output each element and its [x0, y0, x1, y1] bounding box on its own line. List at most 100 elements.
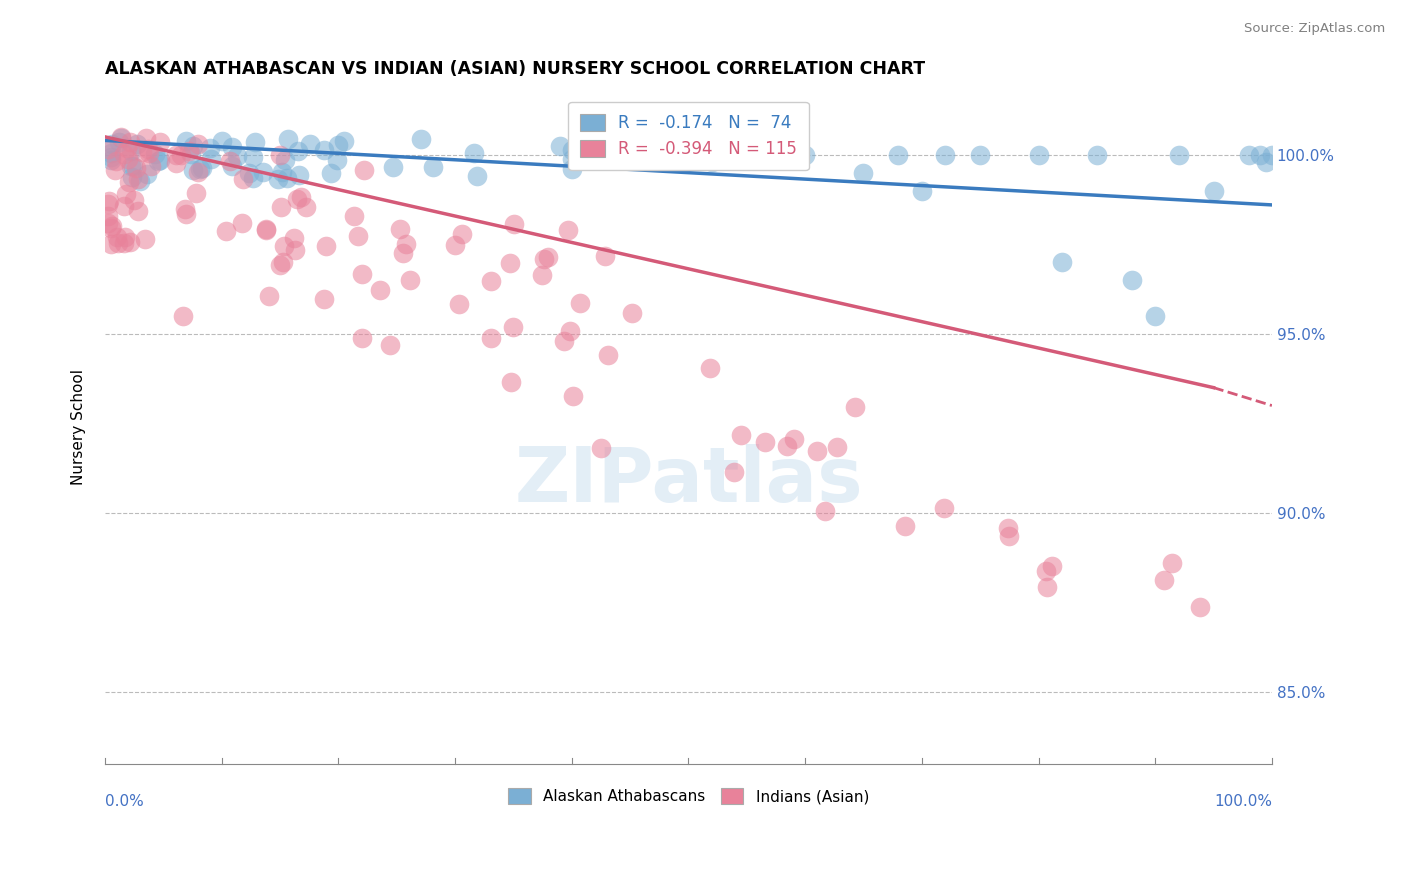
- Point: [108, 135, 131, 149]
- Point: [225, 149, 247, 163]
- Point: [267, 172, 290, 186]
- Point: [481, 330, 503, 344]
- Point: [825, 440, 848, 454]
- Point: [754, 434, 776, 449]
- Point: [105, 230, 128, 244]
- Point: [443, 238, 465, 252]
- Point: [380, 338, 402, 352]
- Point: [148, 153, 170, 168]
- Point: [392, 245, 415, 260]
- Point: [177, 144, 200, 158]
- Point: [121, 169, 143, 184]
- Point: [1167, 147, 1189, 161]
- Point: [148, 135, 170, 149]
- Point: [783, 432, 806, 446]
- Y-axis label: Nursery School: Nursery School: [72, 369, 86, 485]
- Point: [181, 139, 204, 153]
- Point: [112, 147, 135, 161]
- Point: [271, 165, 294, 179]
- Text: ALASKAN ATHABASCAN VS INDIAN (ASIAN) NURSERY SCHOOL CORRELATION CHART: ALASKAN ATHABASCAN VS INDIAN (ASIAN) NUR…: [105, 60, 925, 78]
- Point: [294, 200, 316, 214]
- Point: [997, 521, 1019, 535]
- Point: [219, 153, 242, 168]
- Point: [934, 147, 956, 161]
- Point: [104, 162, 127, 177]
- Point: [537, 250, 560, 264]
- Point: [450, 227, 472, 242]
- Point: [553, 334, 575, 348]
- Point: [315, 239, 337, 253]
- Point: [131, 145, 153, 160]
- Point: [326, 153, 349, 168]
- Point: [238, 166, 260, 180]
- Point: [274, 153, 297, 167]
- Point: [463, 146, 485, 161]
- Point: [127, 172, 149, 186]
- Point: [188, 161, 211, 176]
- Point: [312, 293, 335, 307]
- Point: [1237, 147, 1260, 161]
- Point: [112, 199, 135, 213]
- Point: [165, 147, 187, 161]
- Point: [368, 283, 391, 297]
- Point: [290, 189, 312, 203]
- Point: [844, 400, 866, 414]
- Point: [447, 297, 470, 311]
- Point: [1249, 147, 1271, 161]
- Point: [149, 153, 172, 168]
- Point: [97, 209, 120, 223]
- Point: [887, 147, 910, 161]
- Point: [124, 193, 146, 207]
- Point: [382, 160, 405, 174]
- Point: [561, 143, 583, 157]
- Point: [1161, 556, 1184, 570]
- Point: [187, 165, 209, 179]
- Point: [557, 223, 579, 237]
- Point: [271, 255, 294, 269]
- Point: [1144, 309, 1167, 323]
- Point: [270, 200, 292, 214]
- Point: [114, 230, 136, 244]
- Point: [699, 361, 721, 376]
- Point: [120, 235, 142, 249]
- Point: [252, 164, 274, 178]
- Point: [100, 153, 122, 168]
- Point: [1035, 580, 1057, 594]
- Point: [117, 175, 139, 189]
- Point: [1202, 184, 1225, 198]
- Point: [723, 466, 745, 480]
- Point: [465, 169, 488, 184]
- Point: [180, 147, 202, 161]
- Point: [561, 389, 583, 403]
- Point: [172, 310, 194, 324]
- Point: [134, 232, 156, 246]
- Point: [143, 147, 166, 161]
- Point: [139, 159, 162, 173]
- Point: [120, 159, 142, 173]
- Point: [422, 160, 444, 174]
- Point: [135, 131, 157, 145]
- Text: 100.0%: 100.0%: [1213, 794, 1272, 809]
- Point: [561, 152, 583, 166]
- Point: [183, 162, 205, 177]
- Point: [127, 203, 149, 218]
- Point: [499, 256, 522, 270]
- Point: [1040, 559, 1063, 574]
- Point: [806, 444, 828, 458]
- Point: [932, 501, 955, 516]
- Point: [243, 135, 266, 149]
- Point: [254, 223, 277, 237]
- Point: [97, 197, 120, 211]
- Point: [269, 147, 291, 161]
- Point: [101, 219, 124, 234]
- Point: [174, 207, 197, 221]
- Point: [730, 428, 752, 442]
- Point: [287, 192, 309, 206]
- Point: [200, 153, 222, 167]
- Point: [117, 152, 139, 166]
- Point: [1050, 255, 1073, 269]
- Point: [326, 137, 349, 152]
- Point: [350, 331, 373, 345]
- Point: [593, 249, 616, 263]
- Point: [125, 161, 148, 176]
